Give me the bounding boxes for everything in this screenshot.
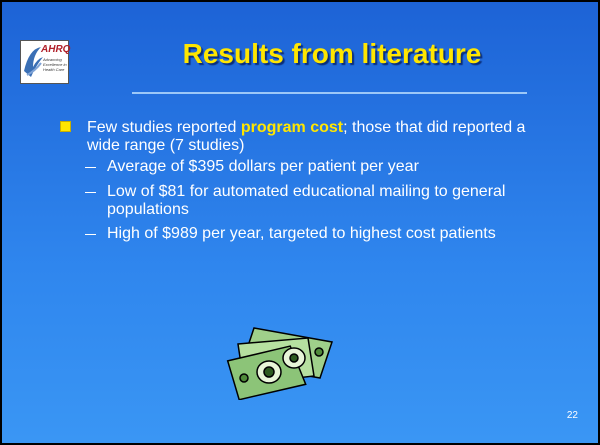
sub-bullet-text: Low of $81 for automated educational mai… (107, 183, 547, 219)
logo-name: AHRQ (41, 44, 70, 55)
sub-bullet-text: Average of $395 dollars per patient per … (107, 158, 547, 176)
slide-title: Results from literature (122, 38, 542, 70)
tagline-line: Health Care (43, 67, 67, 72)
sub-bullet-marker (85, 167, 96, 168)
title-rule (132, 92, 527, 94)
logo-tagline: Advancing Excellence in Health Care (43, 57, 67, 72)
slide-number: 22 (567, 410, 578, 421)
highlight: program cost (241, 119, 343, 136)
sub-bullet-text: High of $989 per year, targeted to highe… (107, 225, 547, 243)
sub-bullet-marker (85, 192, 96, 193)
sub-bullet-marker (85, 234, 96, 235)
bullet-marker (60, 121, 71, 132)
text: Few studies reported (87, 119, 241, 136)
logo: AHRQ Advancing Excellence in Health Care (20, 40, 69, 84)
bullet-text: Few studies reported program cost; those… (87, 119, 547, 155)
slide: AHRQ Advancing Excellence in Health Care… (0, 0, 600, 445)
money-clipart (224, 320, 344, 400)
